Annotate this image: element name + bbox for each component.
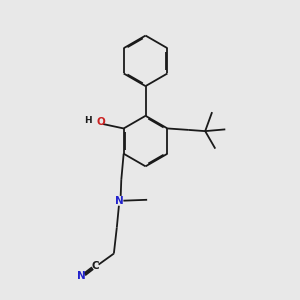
Text: N: N	[116, 196, 124, 206]
Text: H: H	[84, 116, 92, 124]
Text: O: O	[96, 117, 105, 127]
Text: C: C	[92, 261, 99, 272]
Text: N: N	[77, 271, 86, 281]
